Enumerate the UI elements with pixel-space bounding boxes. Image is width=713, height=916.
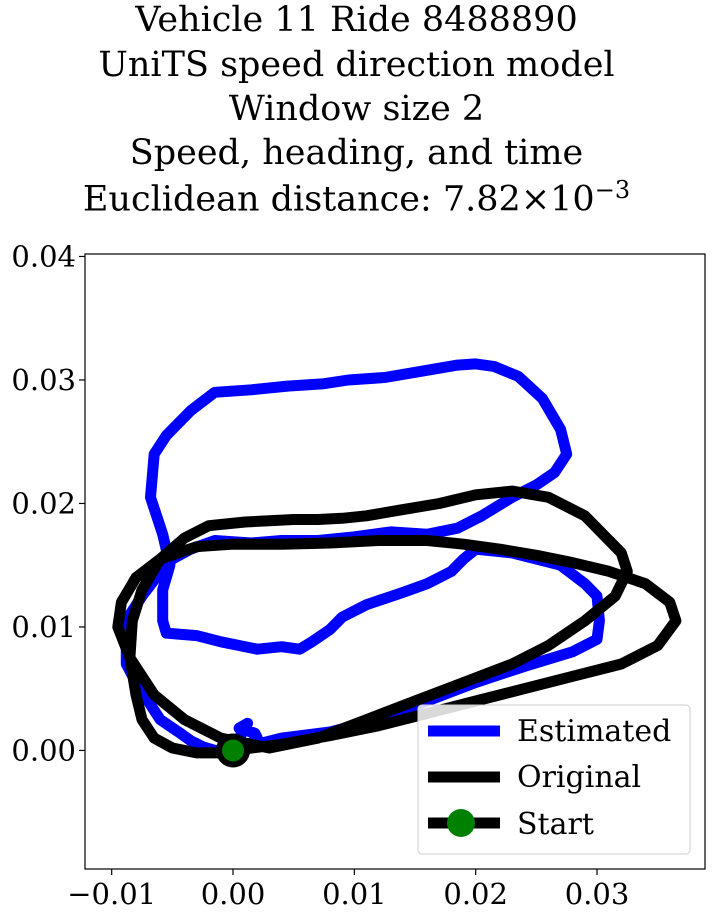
y-axis: 0.00 0.01 0.02 0.03 0.04 xyxy=(11,239,85,767)
series-line-estimated xyxy=(120,358,605,756)
legend-label-original: Original xyxy=(517,760,641,795)
x-tick-label: 0.01 xyxy=(322,877,387,911)
start-marker xyxy=(216,733,251,768)
title-distance-text: Euclidean distance: 7.82 xyxy=(82,179,521,220)
series-line-original xyxy=(112,485,682,759)
series-layer xyxy=(112,358,682,768)
x-tick-label: 0.02 xyxy=(443,877,508,911)
title-line-4: Speed, heading, and time xyxy=(129,133,584,173)
x-tick-label: 0.03 xyxy=(565,877,630,911)
y-tick-label: 0.02 xyxy=(11,486,76,520)
x-tick-label: −0.01 xyxy=(67,877,156,911)
title-line-2: UniTS speed direction model xyxy=(98,45,615,85)
y-tick-label: 0.01 xyxy=(11,610,76,644)
legend-label-start: Start xyxy=(517,807,594,842)
title-power-base: 10 xyxy=(550,179,595,220)
x-tick-label: 0.00 xyxy=(201,877,266,911)
title-line-1: Vehicle 11 Ride 8488890 xyxy=(135,0,578,40)
title-line-3: Window size 2 xyxy=(228,89,485,129)
x-axis: −0.01 0.00 0.01 0.02 0.03 xyxy=(67,869,629,911)
legend: Estimated Original Start xyxy=(417,704,691,855)
y-tick-label: 0.03 xyxy=(11,363,76,397)
legend-box xyxy=(417,704,691,855)
title-power-exponent: −3 xyxy=(594,176,631,204)
title-times-sign: × xyxy=(520,179,551,220)
legend-swatch-start-marker xyxy=(447,809,475,837)
y-tick-label: 0.00 xyxy=(11,733,76,767)
legend-label-estimated: Estimated xyxy=(517,714,671,749)
title-line-5: Euclidean distance: 7.82×10−3 xyxy=(0,170,713,221)
plot-frame xyxy=(84,253,706,870)
y-tick-label: 0.04 xyxy=(11,239,76,273)
